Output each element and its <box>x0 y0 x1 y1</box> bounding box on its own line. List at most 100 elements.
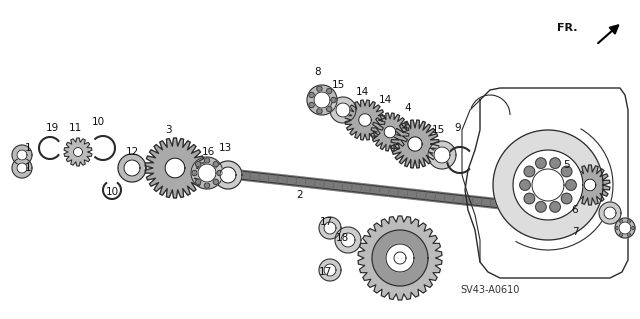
Text: 15: 15 <box>431 125 445 135</box>
Circle shape <box>309 92 314 98</box>
Text: 16: 16 <box>202 147 214 157</box>
Circle shape <box>627 219 630 223</box>
Polygon shape <box>604 207 616 219</box>
Text: 1: 1 <box>25 143 31 153</box>
Circle shape <box>566 180 577 190</box>
Text: 3: 3 <box>164 125 172 135</box>
Circle shape <box>616 226 618 229</box>
Polygon shape <box>307 85 337 115</box>
Circle shape <box>204 158 210 163</box>
Polygon shape <box>145 138 205 198</box>
Circle shape <box>309 102 314 108</box>
Polygon shape <box>358 216 442 300</box>
Text: 19: 19 <box>45 123 59 133</box>
Text: 9: 9 <box>454 123 461 133</box>
Polygon shape <box>532 169 564 201</box>
Circle shape <box>326 106 332 112</box>
Text: 11: 11 <box>68 123 82 133</box>
Polygon shape <box>12 158 32 178</box>
Circle shape <box>620 234 623 236</box>
Polygon shape <box>372 230 428 286</box>
Polygon shape <box>17 150 27 160</box>
Text: 17: 17 <box>318 267 332 277</box>
Polygon shape <box>584 179 596 191</box>
Polygon shape <box>17 163 27 173</box>
Polygon shape <box>493 130 603 240</box>
Polygon shape <box>599 202 621 224</box>
Circle shape <box>524 166 534 177</box>
Text: 13: 13 <box>218 143 232 153</box>
Polygon shape <box>198 164 216 182</box>
Text: 15: 15 <box>332 80 344 90</box>
Polygon shape <box>324 222 336 234</box>
Circle shape <box>326 88 332 94</box>
Polygon shape <box>341 233 355 247</box>
Circle shape <box>632 226 634 229</box>
Circle shape <box>550 202 561 212</box>
Polygon shape <box>513 150 583 220</box>
Polygon shape <box>314 92 330 108</box>
Polygon shape <box>434 147 450 163</box>
Circle shape <box>627 234 630 236</box>
Circle shape <box>213 179 218 184</box>
Text: 17: 17 <box>319 217 333 227</box>
Polygon shape <box>345 100 385 140</box>
Polygon shape <box>428 141 456 169</box>
Polygon shape <box>324 264 336 276</box>
Circle shape <box>536 202 546 212</box>
Circle shape <box>536 158 546 168</box>
Polygon shape <box>336 103 350 117</box>
Circle shape <box>317 108 322 114</box>
Polygon shape <box>391 120 439 168</box>
Circle shape <box>217 170 222 176</box>
Text: 6: 6 <box>572 205 579 215</box>
Polygon shape <box>319 217 341 239</box>
Text: 10: 10 <box>92 117 104 127</box>
Circle shape <box>524 193 534 204</box>
Polygon shape <box>386 244 414 272</box>
Circle shape <box>317 86 322 92</box>
Polygon shape <box>619 222 631 234</box>
Circle shape <box>620 219 623 223</box>
Text: 14: 14 <box>378 95 392 105</box>
Polygon shape <box>220 167 236 183</box>
Polygon shape <box>335 227 361 253</box>
Text: 5: 5 <box>564 160 570 170</box>
Polygon shape <box>330 97 356 123</box>
Circle shape <box>195 161 201 167</box>
Text: 1: 1 <box>25 163 31 173</box>
Circle shape <box>561 166 572 177</box>
Polygon shape <box>191 157 223 189</box>
Polygon shape <box>319 259 341 281</box>
Text: 14: 14 <box>355 87 369 97</box>
Polygon shape <box>358 114 371 126</box>
Circle shape <box>520 180 531 190</box>
Text: 18: 18 <box>335 233 349 243</box>
Polygon shape <box>165 158 185 178</box>
Polygon shape <box>615 218 635 238</box>
Polygon shape <box>394 252 406 264</box>
Circle shape <box>331 97 336 103</box>
Circle shape <box>213 161 218 167</box>
Polygon shape <box>124 160 140 176</box>
Text: 7: 7 <box>572 227 579 237</box>
Polygon shape <box>570 165 610 205</box>
Text: SV43-A0610: SV43-A0610 <box>460 285 520 295</box>
Polygon shape <box>371 113 409 151</box>
Text: 4: 4 <box>404 103 412 113</box>
Circle shape <box>195 179 201 184</box>
Text: 8: 8 <box>315 67 321 77</box>
Text: 12: 12 <box>125 147 139 157</box>
Circle shape <box>561 193 572 204</box>
Polygon shape <box>74 147 83 157</box>
Text: FR.: FR. <box>557 23 578 33</box>
Circle shape <box>204 183 210 188</box>
Text: 10: 10 <box>106 187 118 197</box>
Circle shape <box>550 158 561 168</box>
Polygon shape <box>408 137 422 151</box>
Polygon shape <box>214 161 242 189</box>
Circle shape <box>192 170 197 176</box>
Polygon shape <box>12 145 32 165</box>
Polygon shape <box>118 154 146 182</box>
Polygon shape <box>64 138 92 166</box>
